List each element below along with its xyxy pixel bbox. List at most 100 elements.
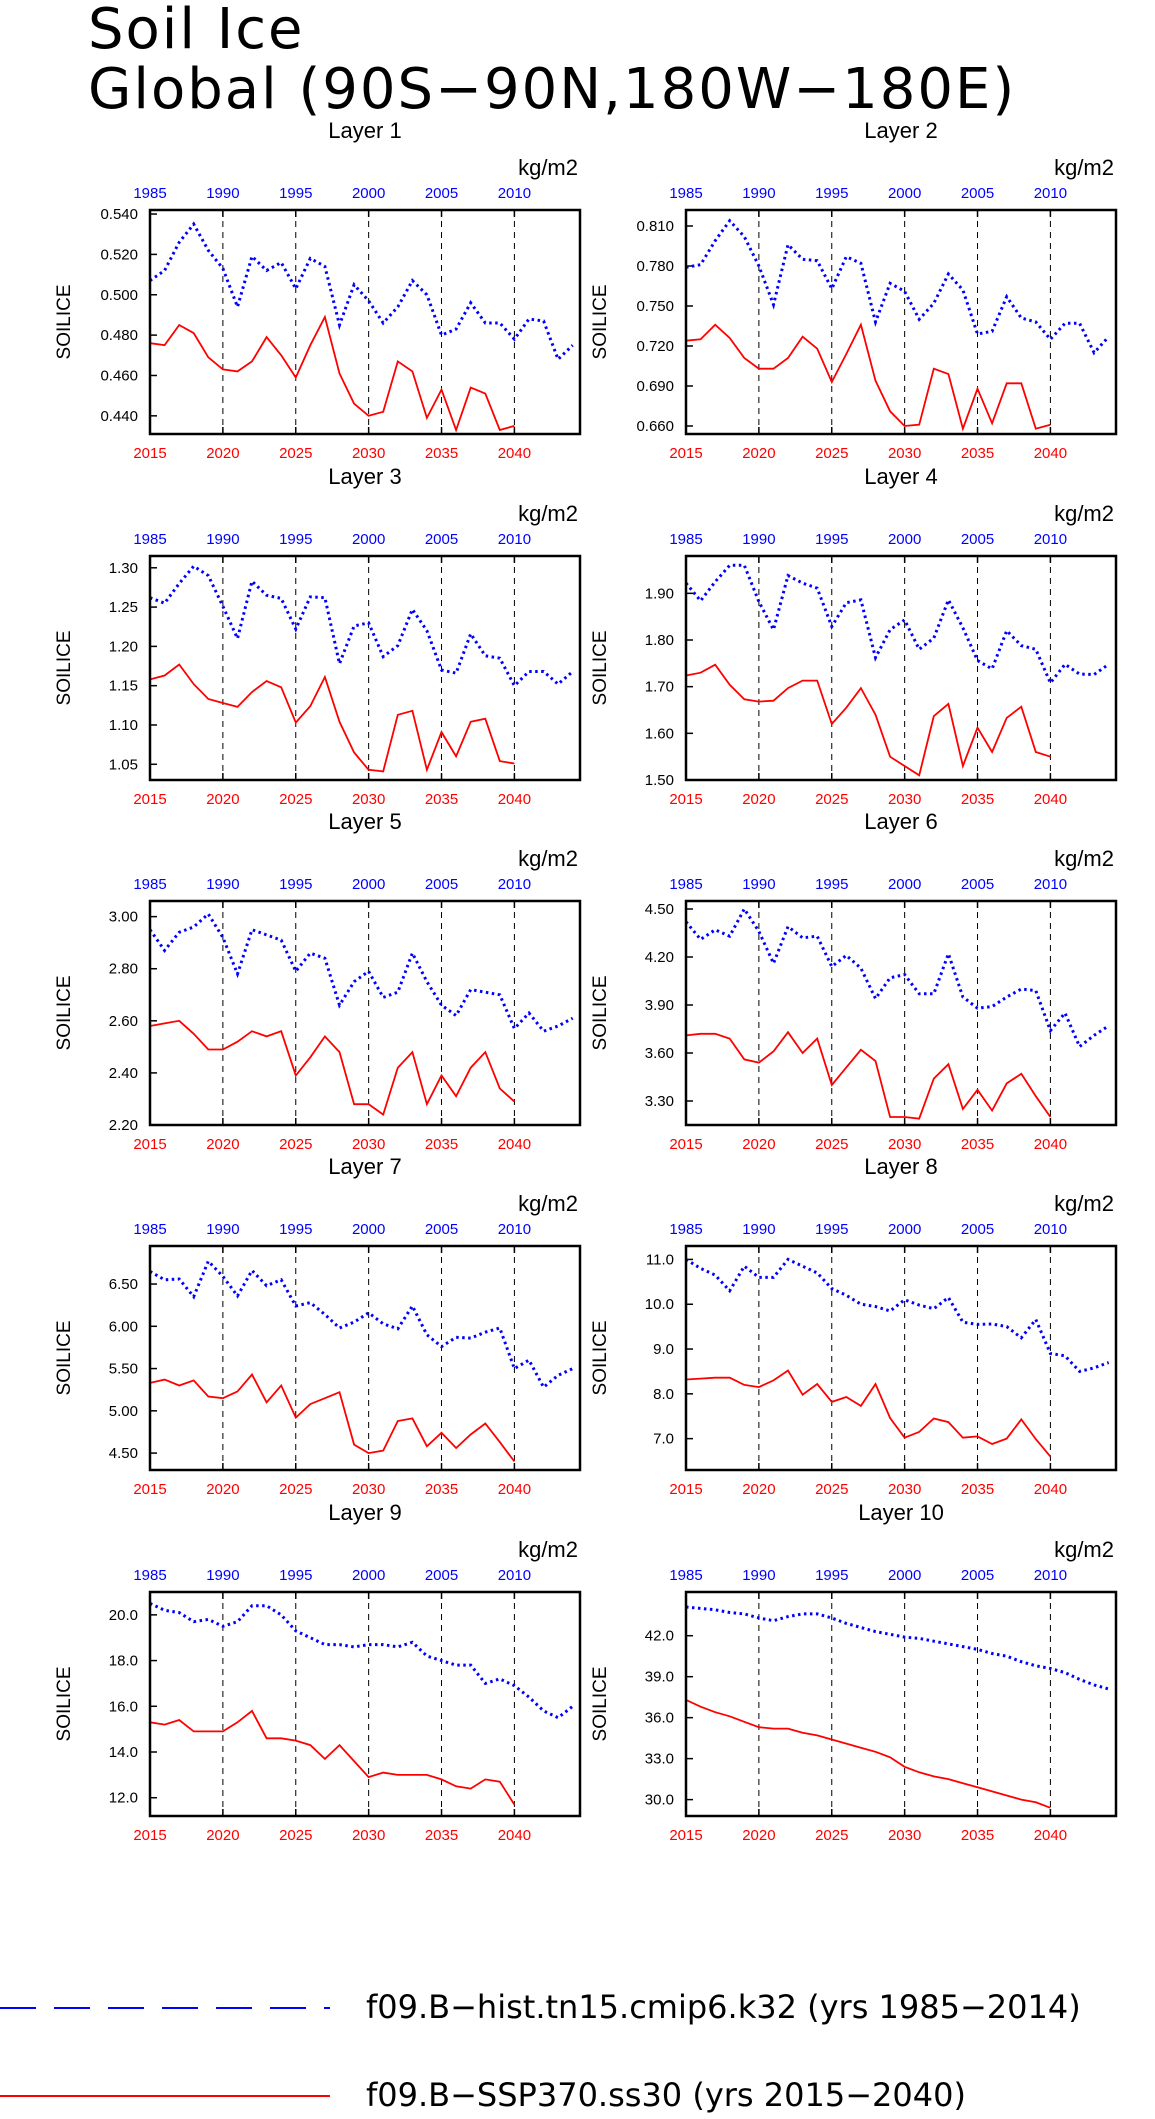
- top-tick-label: 1995: [815, 531, 848, 548]
- top-tick-label: 2010: [498, 876, 531, 893]
- top-tick-label: 2000: [352, 531, 385, 548]
- units-label: kg/m2: [1054, 846, 1114, 871]
- series-line-ssp: [150, 1019, 516, 1117]
- y-tick-label: 20.0: [109, 1607, 138, 1624]
- chart-panel-2: Layer 2 kg/m2 1985 1990 1995 2000 2005 2010 2015…: [590, 118, 1118, 462]
- top-tick-label: 2005: [425, 876, 458, 893]
- top-tick-label: 1985: [133, 1567, 166, 1584]
- top-tick-label: 1995: [279, 1567, 312, 1584]
- top-tick-label: 1985: [133, 185, 166, 202]
- y-tick-label: 0.780: [636, 258, 674, 275]
- units-label: kg/m2: [518, 501, 578, 526]
- y-tick-label: 4.50: [109, 1445, 138, 1462]
- bottom-tick-label: 2030: [352, 1481, 385, 1498]
- series-line-hist: [686, 563, 1110, 686]
- bottom-tick-label: 2020: [742, 445, 775, 462]
- panel-title: Layer 3: [328, 464, 401, 489]
- top-tick-label: 2010: [498, 531, 531, 548]
- bottom-tick-label: 2035: [961, 1827, 994, 1844]
- series-line-ssp: [686, 1699, 1051, 1809]
- panel-title: Layer 8: [864, 1154, 937, 1179]
- y-tick-label: 0.540: [100, 206, 138, 223]
- units-label: kg/m2: [518, 155, 578, 180]
- top-tick-label: 2005: [425, 1221, 458, 1238]
- y-tick-label: 0.440: [100, 408, 138, 425]
- bottom-tick-label: 2040: [498, 445, 531, 462]
- bottom-tick-label: 2040: [498, 791, 531, 808]
- top-tick-label: 1990: [742, 876, 775, 893]
- legend-label-hist: f09.B−hist.tn15.cmip6.k32 (yrs 1985−2014…: [366, 1988, 1081, 2026]
- top-tick-label: 1995: [279, 185, 312, 202]
- bottom-tick-label: 2025: [279, 1827, 312, 1844]
- chart-subtitle: Global (90S−90N,180W−180E): [88, 57, 1017, 122]
- series-line-ssp: [150, 314, 515, 433]
- plot-area: [150, 1602, 574, 1806]
- top-tick-label: 2000: [888, 531, 921, 548]
- series-line-hist: [150, 221, 574, 362]
- bottom-tick-label: 2025: [815, 1827, 848, 1844]
- y-axis-label: SOILICE: [54, 976, 75, 1051]
- top-tick-label: 2000: [888, 1567, 921, 1584]
- panel-title: Layer 9: [328, 1500, 401, 1525]
- series-line-hist: [686, 1605, 1110, 1691]
- bottom-tick-label: 2040: [1034, 445, 1067, 462]
- panel-title: Layer 7: [328, 1154, 401, 1179]
- y-axis-label: SOILICE: [590, 1667, 611, 1742]
- bottom-tick-label: 2030: [888, 791, 921, 808]
- y-tick-label: 2.60: [109, 1013, 138, 1030]
- bottom-tick-label: 2015: [133, 445, 166, 462]
- y-tick-label: 1.20: [109, 638, 138, 655]
- top-tick-label: 2000: [352, 1567, 385, 1584]
- bottom-tick-label: 2040: [1034, 1827, 1067, 1844]
- bottom-tick-label: 2025: [279, 1481, 312, 1498]
- y-tick-label: 0.500: [100, 287, 138, 304]
- y-tick-label: 0.720: [636, 338, 674, 355]
- y-axis-label: SOILICE: [590, 976, 611, 1051]
- bottom-tick-label: 2020: [742, 791, 775, 808]
- y-tick-label: 7.0: [653, 1431, 674, 1448]
- bottom-tick-label: 2015: [669, 1827, 702, 1844]
- bottom-tick-label: 2040: [1034, 791, 1067, 808]
- y-tick-label: 14.0: [109, 1744, 138, 1761]
- bottom-tick-label: 2040: [498, 1481, 531, 1498]
- bottom-tick-label: 2030: [352, 791, 385, 808]
- chart-panel-4: Layer 4 kg/m2 1985 1990 1995 2000 2005 2010 2015…: [590, 464, 1118, 808]
- y-tick-label: 6.50: [109, 1276, 138, 1293]
- top-tick-label: 1990: [206, 1567, 239, 1584]
- top-tick-label: 1995: [279, 876, 312, 893]
- series-line-ssp: [150, 663, 515, 773]
- bottom-tick-label: 2020: [206, 1481, 239, 1498]
- series-line-hist: [150, 911, 574, 1033]
- legend-item-ssp: f09.B−SSP370.ss30 (yrs 2015−2040): [0, 2076, 1155, 2116]
- y-tick-label: 3.90: [645, 997, 674, 1014]
- chart-panel-7: Layer 7 kg/m2 1985 1990 1995 2000 2005 2010 2015…: [54, 1154, 582, 1498]
- series-line-ssp: [686, 322, 1051, 432]
- y-tick-label: 1.25: [109, 599, 138, 616]
- bottom-tick-label: 2020: [206, 1827, 239, 1844]
- bottom-tick-label: 2025: [279, 791, 312, 808]
- bottom-tick-label: 2035: [425, 1827, 458, 1844]
- bottom-tick-label: 2025: [815, 1136, 848, 1153]
- bottom-tick-label: 2015: [133, 1827, 166, 1844]
- plot-area: [150, 911, 574, 1117]
- bottom-tick-label: 2040: [1034, 1136, 1067, 1153]
- top-tick-label: 2005: [425, 531, 458, 548]
- top-tick-label: 1985: [133, 531, 166, 548]
- y-tick-label: 0.690: [636, 378, 674, 395]
- y-tick-label: 0.660: [636, 418, 674, 435]
- plot-frame: [684, 554, 1118, 782]
- top-tick-label: 2005: [425, 185, 458, 202]
- plot-area: [686, 563, 1110, 777]
- plot-frame: [684, 208, 1118, 436]
- y-tick-label: 1.70: [645, 679, 674, 696]
- top-tick-label: 2005: [961, 531, 994, 548]
- top-tick-label: 1985: [133, 876, 166, 893]
- bottom-tick-label: 2025: [279, 445, 312, 462]
- chart-panel-6: Layer 6 kg/m2 1985 1990 1995 2000 2005 2010 2015…: [590, 809, 1118, 1153]
- top-tick-label: 2010: [1034, 1567, 1067, 1584]
- units-label: kg/m2: [518, 846, 578, 871]
- top-tick-label: 1995: [815, 876, 848, 893]
- y-tick-label: 33.0: [645, 1751, 674, 1768]
- y-tick-label: 0.460: [100, 367, 138, 384]
- top-tick-label: 1985: [669, 876, 702, 893]
